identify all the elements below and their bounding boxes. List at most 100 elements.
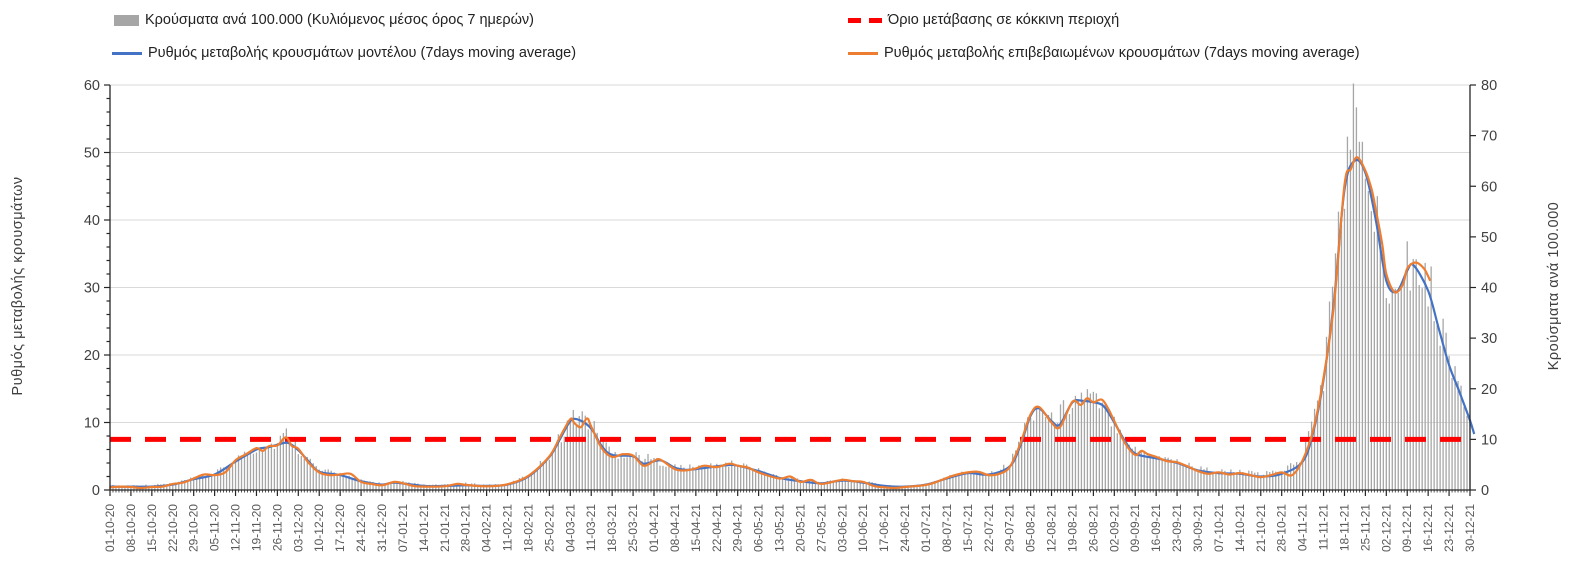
legend-item-model: Ρυθμός μεταβολής κρουσμάτων μοντέλου (7d… <box>112 45 576 61</box>
svg-text:10: 10 <box>1481 432 1497 448</box>
svg-text:60: 60 <box>1481 179 1497 195</box>
svg-text:18-02-21: 18-02-21 <box>521 504 535 552</box>
left-axis-ticks-labels: 0 10 20 30 40 50 60 <box>84 78 110 499</box>
svg-text:30-12-21: 30-12-21 <box>1463 504 1477 552</box>
bars-legend-swatch <box>114 14 139 26</box>
svg-text:25-02-21: 25-02-21 <box>542 504 556 552</box>
svg-text:01-10-20: 01-10-20 <box>103 504 117 552</box>
svg-text:30: 30 <box>1481 331 1497 347</box>
bars-cases-per-100k <box>109 83 1471 491</box>
svg-text:18-11-21: 18-11-21 <box>1337 504 1351 551</box>
svg-text:14-01-21: 14-01-21 <box>417 504 431 552</box>
svg-text:10-06-21: 10-06-21 <box>856 504 870 552</box>
x-axis-ticks-labels: 01-10-20 08-10-20 15-10-20 22-10-20 29-10-20… <box>103 490 1477 552</box>
svg-text:28-01-21: 28-01-21 <box>459 504 473 552</box>
svg-text:23-09-21: 23-09-21 <box>1170 504 1184 552</box>
svg-text:50: 50 <box>1481 230 1497 246</box>
svg-text:11-02-21: 11-02-21 <box>501 504 515 551</box>
svg-text:30: 30 <box>84 281 100 297</box>
svg-text:09-09-21: 09-09-21 <box>1128 504 1142 552</box>
svg-text:25-03-21: 25-03-21 <box>626 504 640 552</box>
svg-text:20: 20 <box>1481 382 1497 398</box>
svg-text:22-07-21: 22-07-21 <box>982 504 996 552</box>
svg-text:50: 50 <box>84 146 100 162</box>
svg-text:06-05-21: 06-05-21 <box>752 504 766 552</box>
svg-text:15-04-21: 15-04-21 <box>689 504 703 552</box>
svg-text:22-04-21: 22-04-21 <box>710 504 724 552</box>
svg-text:70: 70 <box>1481 129 1497 145</box>
svg-text:04-02-21: 04-02-21 <box>480 504 494 552</box>
confirmed-line-legend-swatch <box>848 51 878 55</box>
svg-text:40: 40 <box>1481 281 1497 297</box>
model-line-legend-swatch <box>112 51 142 55</box>
legend-item-confirmed: Ρυθμός μεταβολής επιβεβαιωμένων κρουσμάτ… <box>848 45 1360 61</box>
svg-text:16-09-21: 16-09-21 <box>1149 504 1163 552</box>
svg-text:17-12-20: 17-12-20 <box>333 504 347 552</box>
svg-text:08-04-21: 08-04-21 <box>668 504 682 552</box>
threshold-legend-label: Όριο μετάβασης σε κόκκινη περιοχή <box>888 12 1120 28</box>
svg-text:27-05-21: 27-05-21 <box>814 504 828 552</box>
svg-text:05-08-21: 05-08-21 <box>1024 504 1038 552</box>
svg-text:11-11-21: 11-11-21 <box>1317 504 1331 551</box>
confirmed-rate-line <box>109 156 1432 490</box>
model-legend-label: Ρυθμός μεταβολής κρουσμάτων μοντέλου (7d… <box>148 45 577 61</box>
svg-text:40: 40 <box>84 213 100 229</box>
legend-item-threshold: Όριο μετάβασης σε κόκκινη περιοχή <box>848 12 1119 28</box>
svg-text:29-07-21: 29-07-21 <box>1003 504 1017 552</box>
svg-text:02-09-21: 02-09-21 <box>1107 504 1121 552</box>
svg-text:12-08-21: 12-08-21 <box>1045 504 1059 552</box>
svg-text:22-10-20: 22-10-20 <box>166 504 180 552</box>
svg-text:01-04-21: 01-04-21 <box>647 504 661 552</box>
svg-text:23-12-21: 23-12-21 <box>1442 504 1456 552</box>
svg-text:25-11-21: 25-11-21 <box>1358 504 1372 551</box>
svg-text:01-07-21: 01-07-21 <box>919 504 933 552</box>
svg-text:10-12-20: 10-12-20 <box>312 504 326 552</box>
svg-text:11-03-21: 11-03-21 <box>584 504 598 551</box>
legend-item-bars: Κρούσματα ανά 100.000 (Κυλιόμενος μέσος … <box>114 12 534 28</box>
svg-text:19-11-20: 19-11-20 <box>249 504 263 551</box>
svg-text:03-12-20: 03-12-20 <box>291 504 305 552</box>
svg-text:16-12-21: 16-12-21 <box>1421 504 1435 552</box>
svg-text:20: 20 <box>84 348 100 364</box>
svg-text:21-10-21: 21-10-21 <box>1254 504 1268 552</box>
svg-text:08-07-21: 08-07-21 <box>940 504 954 552</box>
svg-text:07-01-21: 07-01-21 <box>396 504 410 552</box>
svg-text:12-11-20: 12-11-20 <box>229 504 243 551</box>
svg-text:30-09-21: 30-09-21 <box>1191 504 1205 552</box>
svg-text:60: 60 <box>84 78 100 94</box>
svg-text:02-12-21: 02-12-21 <box>1379 504 1393 552</box>
svg-text:0: 0 <box>1481 483 1489 499</box>
svg-text:08-10-20: 08-10-20 <box>124 504 138 552</box>
svg-text:20-05-21: 20-05-21 <box>793 504 807 552</box>
svg-text:80: 80 <box>1481 78 1497 94</box>
svg-text:17-06-21: 17-06-21 <box>877 504 891 552</box>
svg-text:28-10-21: 28-10-21 <box>1275 504 1289 552</box>
svg-text:07-10-21: 07-10-21 <box>1212 504 1226 552</box>
gridlines <box>110 84 1470 423</box>
svg-text:15-07-21: 15-07-21 <box>961 504 975 552</box>
svg-text:19-08-21: 19-08-21 <box>1065 504 1079 552</box>
svg-text:24-06-21: 24-06-21 <box>898 504 912 552</box>
threshold-legend-swatch <box>848 17 882 23</box>
svg-text:31-12-20: 31-12-20 <box>375 504 389 552</box>
bars-legend-label: Κρούσματα ανά 100.000 (Κυλιόμενος μέσος … <box>145 12 535 28</box>
svg-text:03-06-21: 03-06-21 <box>835 504 849 552</box>
svg-text:10: 10 <box>84 416 100 432</box>
svg-text:0: 0 <box>92 483 100 499</box>
svg-text:29-10-20: 29-10-20 <box>187 504 201 552</box>
left-axis-title: Ρυθμός μεταβολής κρουσμάτων <box>10 176 26 396</box>
svg-text:29-04-21: 29-04-21 <box>731 504 745 552</box>
svg-text:14-10-21: 14-10-21 <box>1233 504 1247 552</box>
svg-text:24-12-20: 24-12-20 <box>354 504 368 552</box>
confirmed-legend-label: Ρυθμός μεταβολής επιβεβαιωμένων κρουσμάτ… <box>884 45 1360 61</box>
right-axis-ticks-labels: 0 10 20 30 40 50 60 70 80 <box>1470 78 1497 499</box>
svg-text:18-03-21: 18-03-21 <box>605 504 619 552</box>
svg-text:04-03-21: 04-03-21 <box>563 504 577 552</box>
svg-text:15-10-20: 15-10-20 <box>145 504 159 552</box>
svg-text:05-11-20: 05-11-20 <box>208 504 222 551</box>
svg-text:21-01-21: 21-01-21 <box>438 504 452 552</box>
svg-text:13-05-21: 13-05-21 <box>773 504 787 552</box>
svg-text:04-11-21: 04-11-21 <box>1296 504 1310 551</box>
